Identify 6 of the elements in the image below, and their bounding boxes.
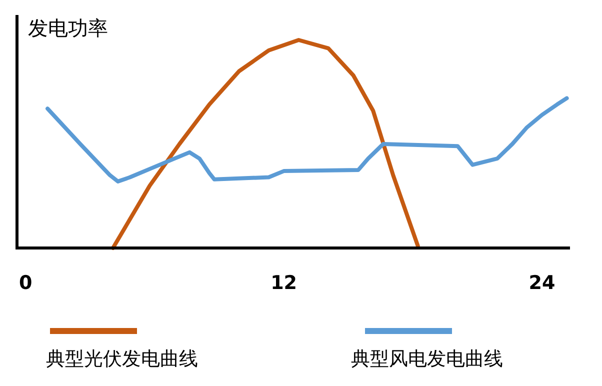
legend-label: 典型光伏发电曲线 <box>46 348 198 370</box>
x-tick-label: 0 <box>18 272 32 294</box>
y-axis-title: 发电功率 <box>28 16 108 40</box>
x-tick-label: 12 <box>270 272 298 294</box>
x-tick-label: 24 <box>528 272 556 294</box>
legend-label: 典型风电发电曲线 <box>351 348 503 370</box>
